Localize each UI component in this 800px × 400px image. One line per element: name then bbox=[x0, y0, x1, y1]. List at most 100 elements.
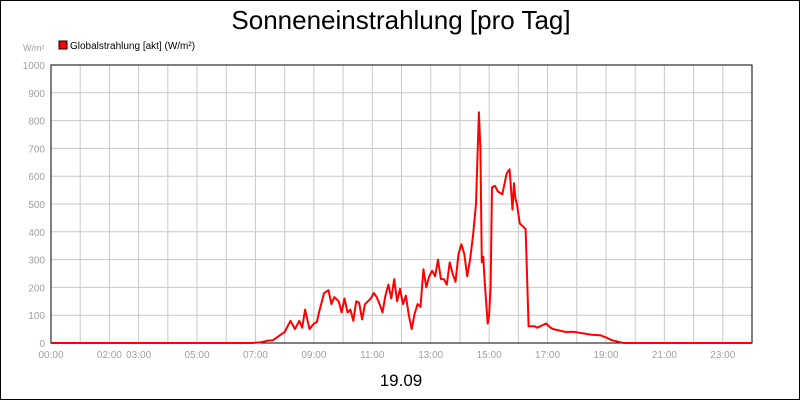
x-tick-label: 05:00 bbox=[185, 350, 210, 361]
data-point bbox=[419, 306, 421, 308]
data-point bbox=[428, 275, 430, 277]
data-point bbox=[472, 234, 474, 236]
data-point bbox=[573, 331, 575, 333]
data-point bbox=[308, 328, 310, 330]
data-point bbox=[327, 289, 329, 291]
data-point bbox=[622, 342, 624, 344]
data-point bbox=[298, 320, 300, 322]
x-tick-label: 13:00 bbox=[418, 350, 443, 361]
data-point bbox=[501, 193, 503, 195]
chart-title: Sonneneinstrahlung [pro Tag] bbox=[231, 5, 570, 35]
data-point bbox=[387, 284, 389, 286]
data-point bbox=[631, 342, 633, 344]
data-point bbox=[402, 303, 404, 305]
x-tick-label: 07:00 bbox=[243, 350, 268, 361]
x-tick-label: 03:00 bbox=[126, 350, 151, 361]
data-point bbox=[390, 298, 392, 300]
data-point bbox=[373, 292, 375, 294]
y-tick-label: 300 bbox=[28, 256, 45, 267]
data-point bbox=[382, 311, 384, 313]
data-point bbox=[511, 209, 513, 211]
data-point bbox=[449, 261, 451, 263]
data-point bbox=[533, 325, 535, 327]
y-tick-label: 200 bbox=[28, 283, 45, 294]
data-point bbox=[460, 243, 462, 245]
data-point bbox=[361, 318, 363, 320]
data-point bbox=[536, 327, 538, 329]
data-point bbox=[488, 314, 490, 316]
data-point bbox=[516, 203, 518, 205]
data-point bbox=[408, 314, 410, 316]
data-point bbox=[304, 309, 306, 311]
data-point bbox=[484, 281, 486, 283]
y-tick-label: 400 bbox=[28, 228, 45, 239]
data-point bbox=[396, 300, 398, 302]
data-point bbox=[611, 339, 613, 341]
data-point bbox=[443, 278, 445, 280]
data-point bbox=[506, 172, 508, 174]
data-point bbox=[370, 298, 372, 300]
data-point bbox=[452, 273, 454, 275]
series-line-globalstrahlung bbox=[51, 111, 752, 344]
data-point bbox=[482, 256, 484, 258]
data-point bbox=[405, 295, 407, 297]
data-point bbox=[344, 298, 346, 300]
data-point bbox=[514, 197, 516, 199]
data-point bbox=[367, 300, 369, 302]
data-point bbox=[549, 327, 551, 329]
data-point bbox=[364, 303, 366, 305]
y-tick-label: 100 bbox=[28, 311, 45, 322]
data-point bbox=[376, 296, 378, 298]
x-tick-label: 19:00 bbox=[593, 350, 618, 361]
data-point bbox=[590, 334, 592, 336]
data-point bbox=[290, 320, 292, 322]
data-point bbox=[278, 335, 280, 337]
data-point bbox=[490, 286, 492, 288]
data-point bbox=[355, 300, 357, 302]
date-label: 19.09 bbox=[380, 371, 423, 390]
data-point bbox=[411, 328, 413, 330]
data-point bbox=[509, 168, 511, 170]
data-point bbox=[525, 228, 527, 230]
data-point bbox=[542, 324, 544, 326]
legend-label: Globalstrahlung [akt] (W/m²) bbox=[70, 41, 195, 52]
y-axis-unit-label: W/m² bbox=[23, 43, 45, 53]
data-point bbox=[352, 320, 354, 322]
data-point bbox=[457, 253, 459, 255]
data-point bbox=[294, 328, 296, 330]
data-point bbox=[425, 286, 427, 288]
data-point bbox=[313, 323, 315, 325]
data-point bbox=[475, 203, 477, 205]
data-point bbox=[522, 225, 524, 227]
data-point bbox=[564, 331, 566, 333]
x-tick-label: 15:00 bbox=[477, 350, 502, 361]
data-point bbox=[463, 253, 465, 255]
data-point bbox=[434, 275, 436, 277]
data-point bbox=[599, 334, 601, 336]
data-point bbox=[513, 182, 515, 184]
data-point bbox=[469, 259, 471, 261]
data-point bbox=[545, 323, 547, 325]
x-tick-label: 17:00 bbox=[535, 350, 560, 361]
y-tick-label: 1000 bbox=[23, 61, 46, 72]
y-tick-label: 0 bbox=[39, 339, 45, 350]
x-tick-label: 00:00 bbox=[38, 350, 63, 361]
data-point bbox=[440, 278, 442, 280]
x-tick-label: 21:00 bbox=[652, 350, 677, 361]
data-point bbox=[266, 340, 268, 342]
data-point bbox=[393, 278, 395, 280]
y-axis-ticks: 0 100 200 300 400 500 600 700 800 900 1000 bbox=[23, 61, 46, 350]
y-tick-label: 600 bbox=[28, 172, 45, 183]
data-point bbox=[414, 313, 416, 315]
plot-area-border bbox=[50, 64, 753, 344]
data-point bbox=[349, 309, 351, 311]
data-point bbox=[341, 311, 343, 313]
data-point bbox=[417, 303, 419, 305]
data-point bbox=[497, 190, 499, 192]
data-point bbox=[455, 281, 457, 283]
x-axis-ticks: 00:00 02:00 03:00 05:00 07:00 09:00 11:00 13:00… bbox=[38, 350, 735, 361]
data-point bbox=[478, 111, 480, 113]
data-point bbox=[481, 261, 483, 263]
data-point bbox=[50, 342, 52, 344]
